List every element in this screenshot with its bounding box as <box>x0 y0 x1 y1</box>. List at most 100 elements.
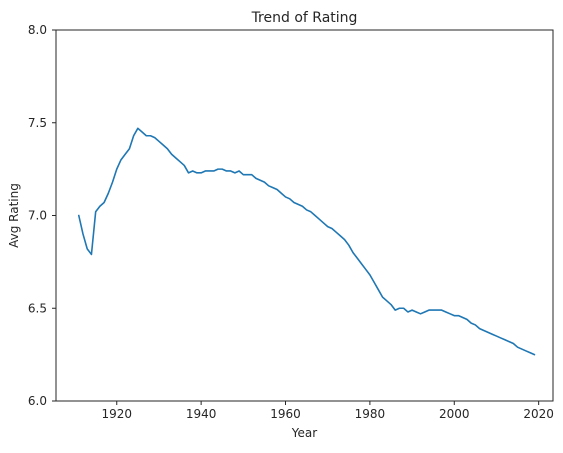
data-point <box>466 319 468 321</box>
data-point <box>453 315 455 317</box>
data-point <box>462 317 464 319</box>
y-axis-label: Avg Rating <box>7 183 21 248</box>
data-point <box>95 211 97 213</box>
data-point <box>158 141 160 143</box>
x-tick-label: 2020 <box>523 407 554 421</box>
data-point <box>162 144 164 146</box>
data-point <box>91 254 93 256</box>
y-tick-label: 6.5 <box>28 301 47 315</box>
data-point <box>221 168 223 170</box>
data-point <box>470 322 472 324</box>
data-point <box>513 343 515 345</box>
data-point <box>268 185 270 187</box>
data-point <box>213 170 215 172</box>
y-tick-label: 6.0 <box>28 394 47 408</box>
data-point <box>327 226 329 228</box>
x-tick-label: 1940 <box>186 407 217 421</box>
data-point <box>437 309 439 311</box>
data-point <box>496 335 498 337</box>
data-point <box>424 311 426 313</box>
series-group <box>77 127 536 356</box>
x-tick-label: 1920 <box>101 407 132 421</box>
data-point <box>112 181 114 183</box>
chart-title: Trend of Rating <box>251 10 358 26</box>
data-point <box>188 172 190 174</box>
data-point <box>120 159 122 161</box>
data-point <box>238 170 240 172</box>
data-point <box>209 170 211 172</box>
data-point <box>458 315 460 317</box>
data-point <box>491 333 493 335</box>
data-point <box>167 148 169 150</box>
data-point <box>399 307 401 309</box>
y-axis-ticks: 6.0 6.5 7.0 7.5 8.0 <box>28 23 56 408</box>
data-point <box>373 281 375 283</box>
data-point <box>365 269 367 271</box>
data-point <box>306 209 308 211</box>
y-tick-label: 7.5 <box>28 116 47 130</box>
data-point <box>394 309 396 311</box>
data-point <box>475 324 477 326</box>
data-point <box>247 174 249 176</box>
data-point <box>289 198 291 200</box>
data-point <box>108 192 110 194</box>
data-point <box>352 252 354 254</box>
data-point <box>179 161 181 163</box>
y-tick-label: 8.0 <box>28 23 47 37</box>
data-point <box>386 300 388 302</box>
data-point <box>428 309 430 311</box>
data-point <box>116 168 118 170</box>
data-point <box>99 205 101 207</box>
data-point <box>344 239 346 241</box>
data-point <box>259 179 261 181</box>
data-point <box>479 328 481 330</box>
data-point <box>403 307 405 309</box>
x-tick-label: 2000 <box>439 407 470 421</box>
data-point <box>183 165 185 167</box>
data-point <box>382 296 384 298</box>
data-point <box>420 313 422 315</box>
data-point <box>141 131 143 133</box>
data-point <box>369 274 371 276</box>
data-point <box>226 170 228 172</box>
data-point <box>171 153 173 155</box>
data-point <box>302 205 304 207</box>
data-point <box>243 174 245 176</box>
data-point <box>230 170 232 172</box>
data-point <box>133 135 135 137</box>
data-point <box>175 157 177 159</box>
plot-frame <box>55 29 554 402</box>
data-point <box>217 168 219 170</box>
data-point <box>276 189 278 191</box>
data-point <box>449 313 451 315</box>
data-point <box>154 137 156 139</box>
data-point <box>348 244 350 246</box>
data-point <box>407 311 409 313</box>
data-point <box>529 352 531 354</box>
data-point <box>200 172 202 174</box>
x-tick-label: 1980 <box>355 407 386 421</box>
data-point <box>150 135 152 137</box>
data-point <box>205 170 207 172</box>
data-point <box>124 153 126 155</box>
data-point <box>82 233 84 235</box>
data-point <box>192 170 194 172</box>
data-point <box>411 309 413 311</box>
data-point <box>281 192 283 194</box>
x-axis-label: Year <box>291 426 317 440</box>
data-point <box>378 289 380 291</box>
data-point <box>86 248 88 250</box>
data-point <box>137 128 139 130</box>
data-point <box>445 311 447 313</box>
data-point <box>487 332 489 334</box>
data-point <box>534 354 536 356</box>
data-point <box>504 339 506 341</box>
data-point <box>78 215 80 217</box>
data-point <box>318 218 320 220</box>
data-point <box>500 337 502 339</box>
x-tick-label: 1960 <box>270 407 301 421</box>
axes <box>55 29 554 402</box>
data-point <box>525 350 527 352</box>
